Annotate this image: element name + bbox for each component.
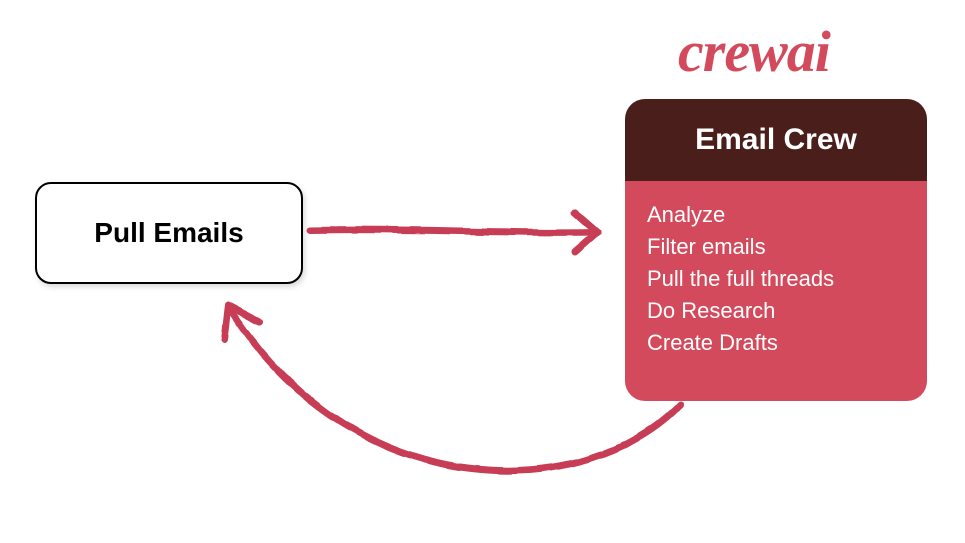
pull-emails-label: Pull Emails (94, 217, 243, 249)
arrow-forward (310, 230, 598, 233)
task-item: Do Research (647, 295, 905, 327)
crewai-logo: crewai (678, 18, 830, 85)
arrow-back-head (224, 305, 260, 340)
task-item: Filter emails (647, 231, 905, 263)
task-item: Analyze (647, 199, 905, 231)
arrow-back (232, 312, 680, 471)
email-crew-box: Email Crew Analyze Filter emails Pull th… (625, 99, 927, 401)
pull-emails-box: Pull Emails (35, 182, 303, 284)
email-crew-header: Email Crew (625, 99, 927, 181)
task-item: Pull the full threads (647, 263, 905, 295)
task-item: Create Drafts (647, 327, 905, 359)
email-crew-body: Analyze Filter emails Pull the full thre… (625, 181, 927, 401)
arrow-forward-head (575, 212, 598, 252)
email-crew-title: Email Crew (695, 123, 857, 157)
